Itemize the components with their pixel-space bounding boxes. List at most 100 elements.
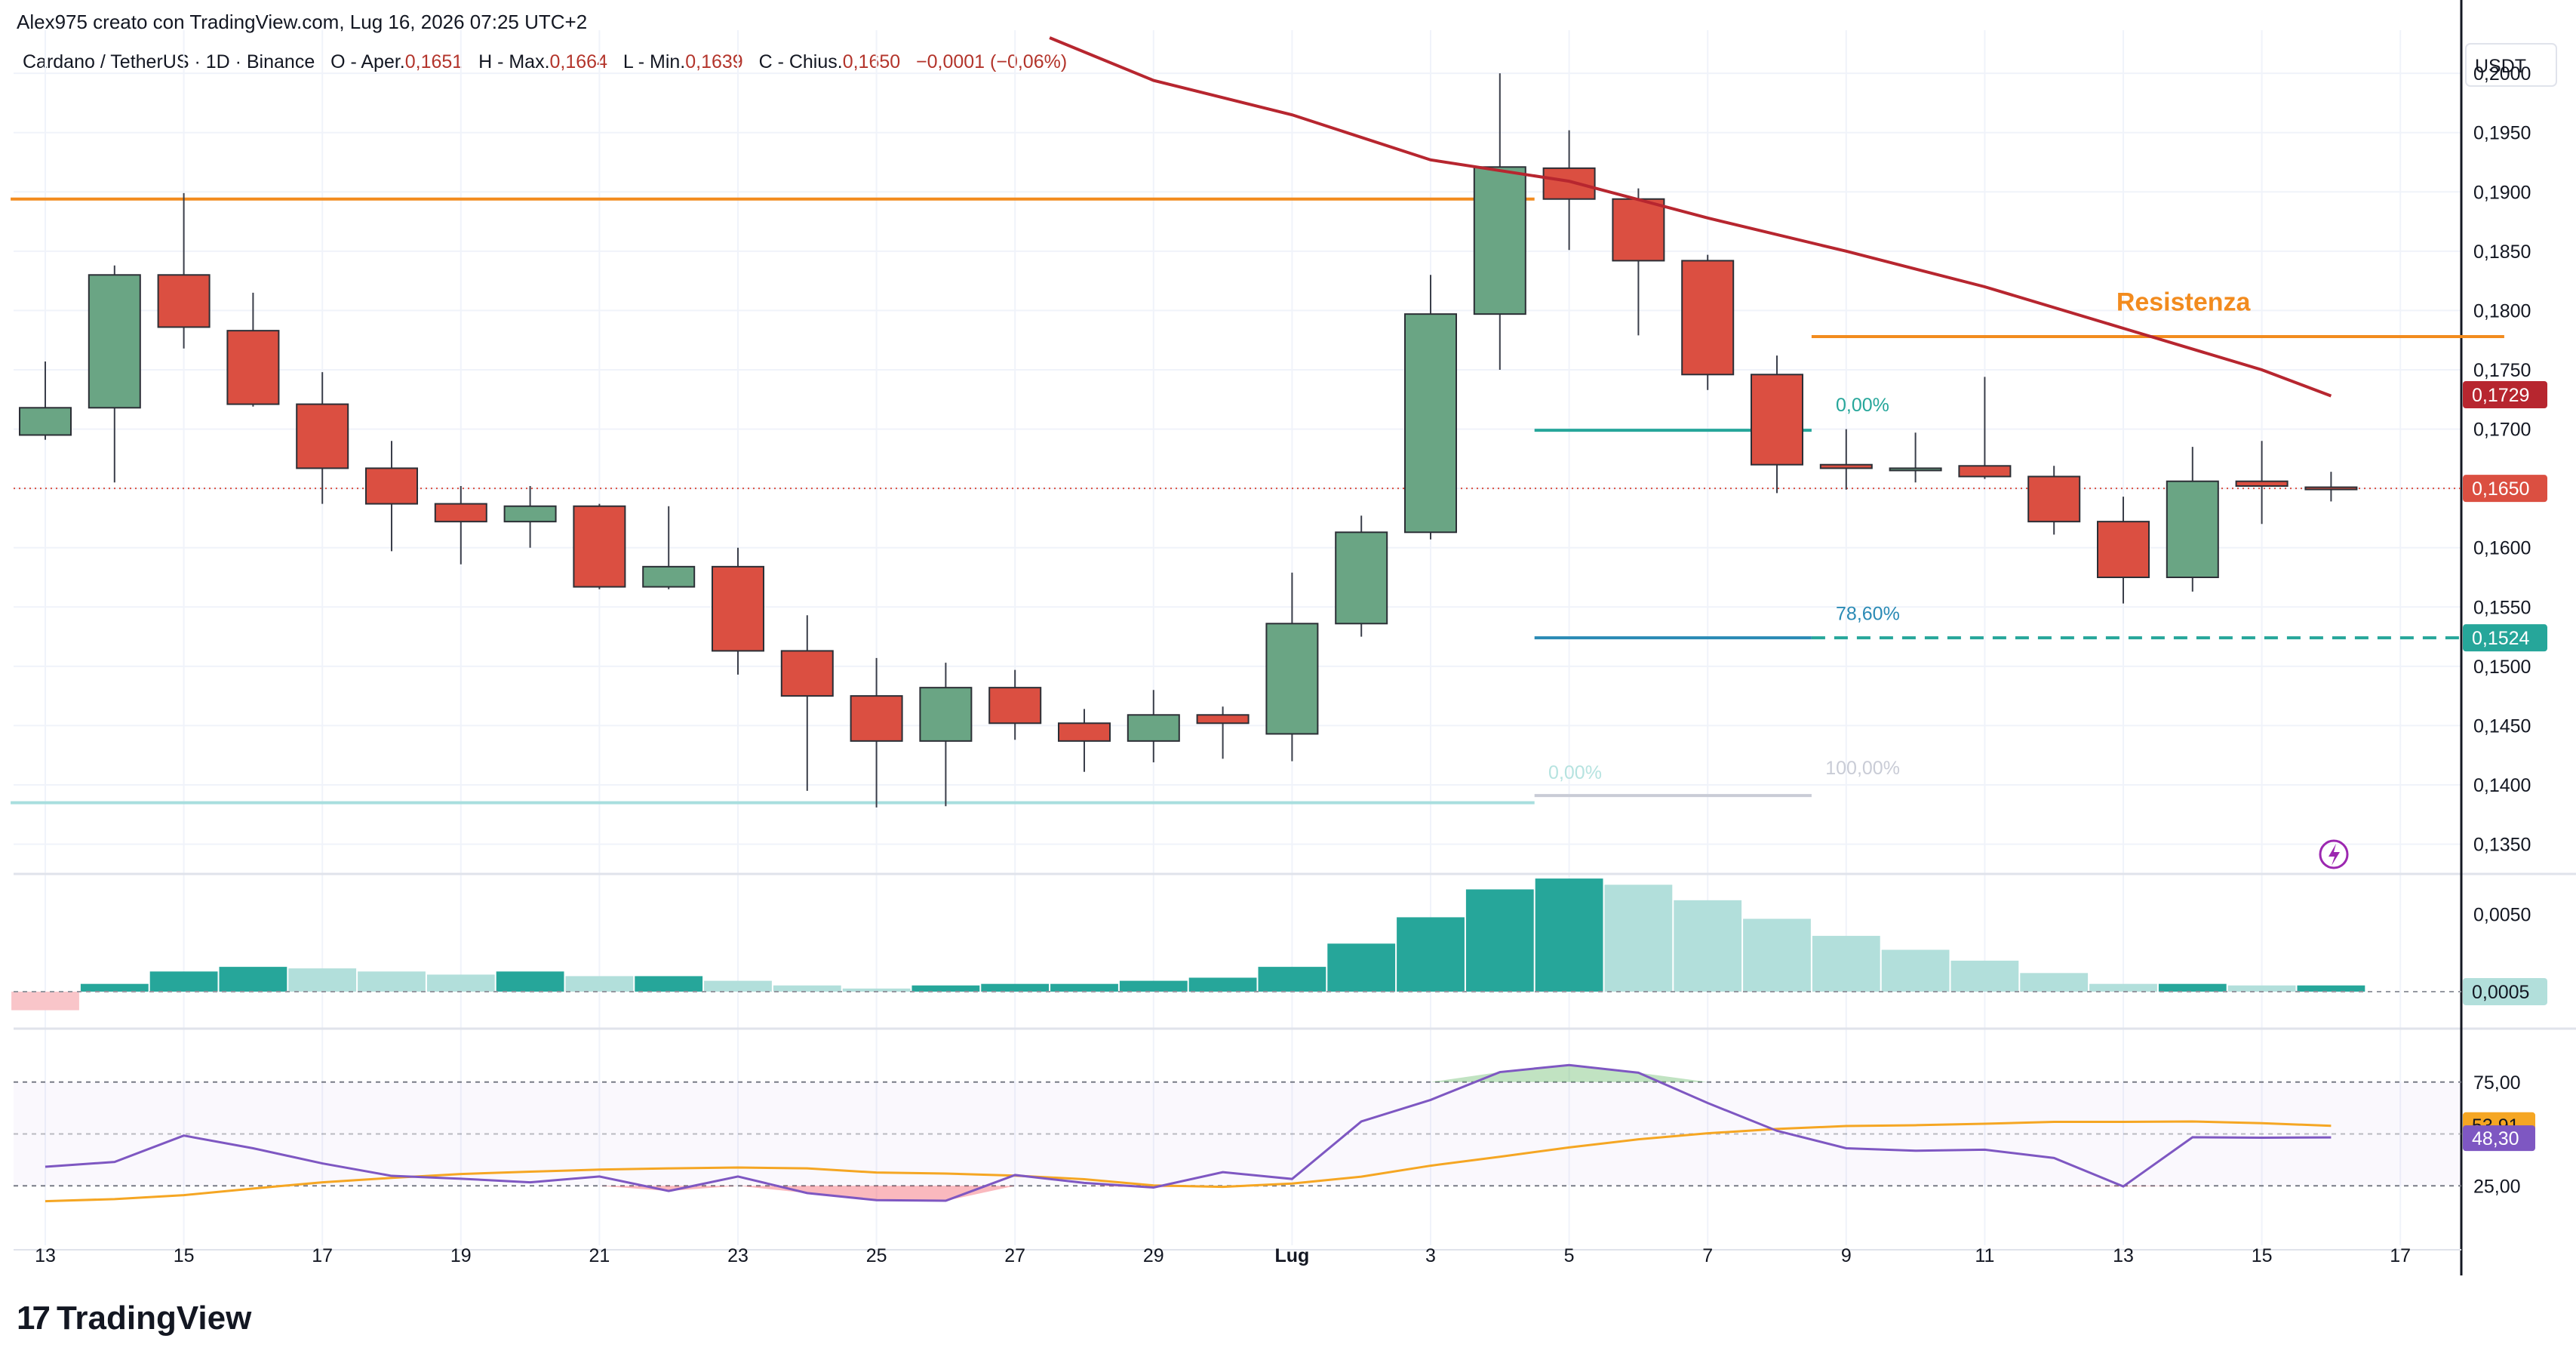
rsi-tick-label: 75,00 <box>2473 1072 2521 1094</box>
candle <box>434 486 487 565</box>
candle <box>2304 472 2358 502</box>
moving-average-line <box>1049 36 2332 398</box>
price-tick-label: 0,1400 <box>2473 775 2531 796</box>
candle-body <box>1404 313 1457 534</box>
tradingview-brand: TradingView <box>56 1300 252 1337</box>
time-tick-label: 25 <box>866 1245 887 1266</box>
chart-credit: Alex975 creato con TradingView.com, Lug … <box>17 11 588 33</box>
ma-price-label: 0,1729 <box>2472 385 2529 406</box>
candle-body <box>296 403 349 469</box>
currency-box <box>2465 43 2557 87</box>
rsi-last-label: 48,30 <box>2472 1128 2519 1149</box>
macd-last-label: 0,0005 <box>2472 982 2529 1003</box>
time-tick-label: 7 <box>1702 1245 1713 1266</box>
candle-body <box>1058 722 1111 742</box>
time-tick-label: 17 <box>2390 1245 2411 1266</box>
change-value: −0,0001 (−0,06%) <box>916 51 1068 72</box>
candle <box>1265 572 1319 761</box>
macd-histogram-bar <box>2297 985 2365 992</box>
macd-histogram-bar <box>149 971 218 992</box>
macd-histogram-bar <box>358 971 426 992</box>
time-tick-label: 15 <box>2252 1245 2273 1266</box>
candle-body <box>19 407 72 436</box>
candle <box>1335 515 1388 637</box>
fib-level-label: 0,00% <box>1836 395 1889 416</box>
macd-histogram-bar <box>11 991 79 1011</box>
time-tick-label: 29 <box>1143 1245 1164 1266</box>
macd-histogram-bar <box>1881 949 1950 992</box>
candle-body <box>2027 475 2081 523</box>
candle <box>573 503 626 589</box>
candle <box>850 657 903 808</box>
candle-body <box>988 687 1042 725</box>
candle-body <box>1612 198 1665 262</box>
macd-histogram-bar <box>981 983 1050 992</box>
candle <box>1404 275 1457 540</box>
price-tick-label: 0,1750 <box>2473 360 2531 381</box>
candle-body <box>503 505 557 523</box>
macd-histogram-bar <box>496 971 564 992</box>
candle-body <box>1196 714 1250 725</box>
macd-tick-label: 0,0050 <box>2473 904 2531 925</box>
currency-label: USDT <box>2475 56 2526 77</box>
macd-histogram-bar <box>1743 918 1811 992</box>
price-tick-label: 0,2000 <box>2473 63 2531 85</box>
tradingview-logo[interactable]: 17 TradingView <box>17 1300 251 1337</box>
price-tick-label: 0,1700 <box>2473 420 2531 441</box>
candle-body <box>88 274 141 409</box>
lightning-icon-ring <box>2319 839 2349 869</box>
macd-histogram-bar <box>1674 900 1742 992</box>
candle <box>1127 690 1180 763</box>
macd-histogram-bar <box>288 968 357 992</box>
candle <box>1958 377 2012 479</box>
rsi-oversold-fill <box>45 1186 2332 1201</box>
time-tick-label: 3 <box>1425 1245 1436 1266</box>
candle <box>919 663 973 807</box>
time-tick-label: 23 <box>727 1245 749 1266</box>
candle <box>988 669 1042 740</box>
high-label: H - Max. <box>478 51 550 72</box>
candle <box>1058 709 1111 772</box>
macd-histogram-bar <box>1535 878 1603 992</box>
macd-histogram-bar <box>2227 985 2296 992</box>
candle-body <box>2166 480 2219 579</box>
candle-body <box>1889 467 1942 472</box>
symbol-name[interactable]: Cardano / TetherUS · 1D · Binance <box>23 51 315 72</box>
macd-histogram-bar <box>1465 889 1534 992</box>
candle-body <box>226 330 280 405</box>
candle-body <box>1265 623 1319 735</box>
candle <box>2027 466 2081 535</box>
macd-last-tag <box>2463 977 2547 1005</box>
macd-histogram-bar <box>1812 936 1880 992</box>
rsi-ma-line <box>45 1120 2332 1203</box>
macd-histogram-bar <box>565 976 634 992</box>
candle <box>1196 706 1250 759</box>
time-tick-label: 19 <box>450 1245 472 1266</box>
rsi-tick-label: 25,00 <box>2473 1176 2521 1197</box>
symbol-legend: Cardano / TetherUS · 1D · Binance O - Ap… <box>23 51 1067 73</box>
candle <box>365 441 418 552</box>
candle-body <box>712 565 764 652</box>
time-tick-label: 21 <box>589 1245 610 1266</box>
candle <box>642 506 696 589</box>
rsi-overbought-fill <box>45 1065 2332 1082</box>
close-value: 0,1650 <box>842 51 901 72</box>
high-value: 0,1664 <box>549 51 607 72</box>
fib-price-label-tag <box>2463 624 2547 652</box>
candle-body <box>365 467 418 505</box>
macd-histogram-bar <box>1604 885 1673 992</box>
time-tick-label: 27 <box>1004 1245 1025 1266</box>
candle <box>1473 73 1526 370</box>
time-tick-label: 9 <box>1841 1245 1852 1266</box>
candle <box>712 547 764 675</box>
fib-level-label: 100,00% <box>1825 758 1900 779</box>
macd-histogram-bar <box>911 985 980 992</box>
time-tick-label: 11 <box>1975 1245 1994 1266</box>
macd-histogram-bar <box>2020 973 2089 992</box>
resistance-label: Resistenza <box>2116 288 2252 316</box>
macd-histogram-bar <box>1327 943 1396 992</box>
candle <box>2097 497 2150 604</box>
time-tick-label: 13 <box>2113 1245 2134 1266</box>
candle <box>780 615 834 791</box>
